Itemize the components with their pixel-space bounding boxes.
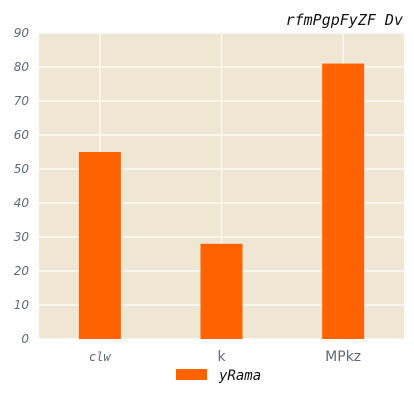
y-tick-label: 90 [14, 26, 30, 40]
legend-swatch [176, 369, 207, 380]
y-tick-label: 60 [14, 128, 30, 142]
legend-label: yRama [218, 368, 261, 384]
x-axis-ticks: clw k MPkz [89, 349, 361, 365]
x-tick-label: clw [89, 350, 111, 364]
y-tick-label: 50 [14, 162, 30, 176]
y-tick-label: 70 [14, 94, 30, 108]
y-tick-label: 40 [14, 196, 30, 210]
y-tick-label: 20 [14, 264, 30, 278]
y-tick-label: 80 [14, 60, 30, 74]
y-tick-label: 10 [14, 298, 30, 312]
bars [78, 63, 365, 339]
bar-MPkz [322, 63, 365, 339]
y-tick-label: 0 [21, 332, 29, 346]
bar-k [200, 243, 243, 339]
bar-clw [78, 152, 121, 339]
x-tick-label: k [217, 349, 226, 365]
y-axis-ticks: 0 10 20 30 40 50 60 70 80 90 [14, 26, 30, 346]
legend: yRama [176, 368, 261, 384]
chart-title: rfmPgpFyZF Dv [286, 11, 403, 29]
y-tick-label: 30 [14, 230, 30, 244]
x-tick-label: MPkz [325, 349, 361, 365]
